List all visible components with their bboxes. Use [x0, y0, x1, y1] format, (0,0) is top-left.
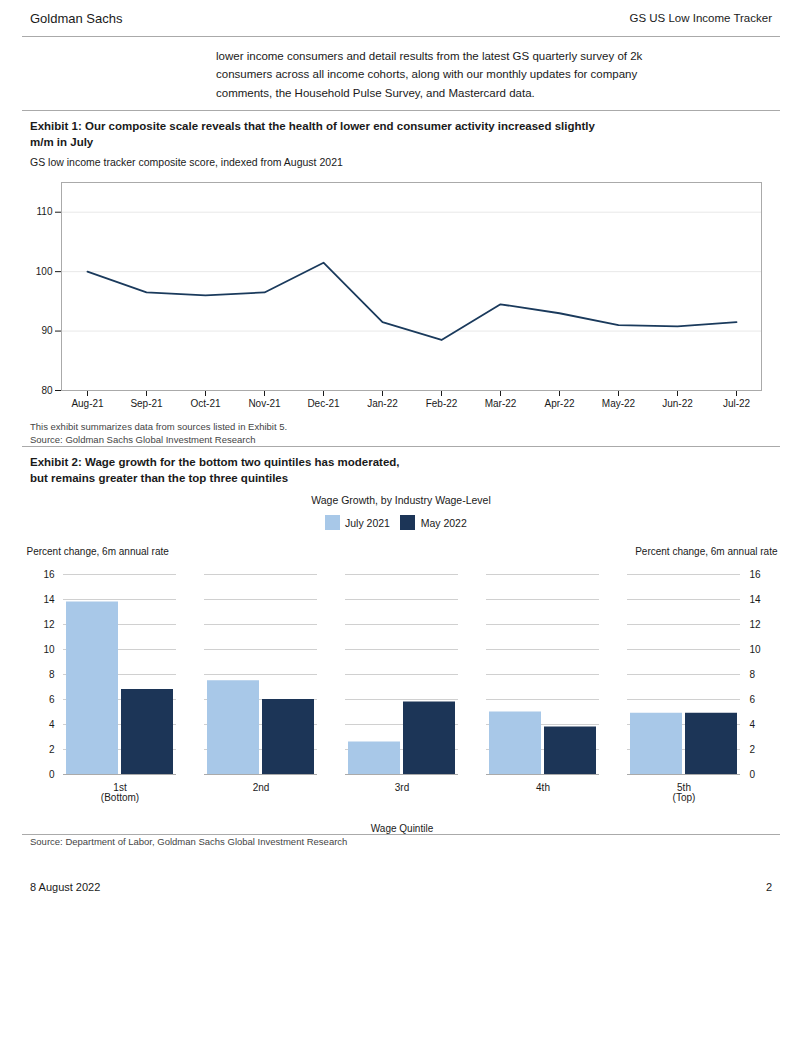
svg-text:Nov-21: Nov-21 [248, 398, 281, 409]
svg-text:12: 12 [750, 619, 762, 630]
svg-text:90: 90 [41, 325, 53, 336]
html-text:May 2022: May 2022 [420, 516, 467, 529]
svg-text:8: 8 [49, 669, 55, 680]
svg-text:Jun-22: Jun-22 [662, 398, 693, 409]
html-text:July 2021: July 2021 [345, 516, 390, 529]
svg-text:16: 16 [43, 569, 55, 580]
html-text:Source: Goldman Sachs Global I: Source: Goldman Sachs Global Investment … [30, 434, 256, 446]
svg-text:Mar-22: Mar-22 [485, 398, 517, 409]
svg-text:16: 16 [750, 569, 762, 580]
svg-text:2: 2 [49, 744, 55, 755]
html-text:This exhibit summarizes data f: This exhibit summarizes data from source… [30, 421, 288, 433]
html-text:Wage Growth, by Industry Wage-: Wage Growth, by Industry Wage-Level [311, 494, 491, 507]
svg-text:May-22: May-22 [602, 398, 636, 409]
svg-text:4: 4 [49, 719, 55, 730]
svg-text:0: 0 [750, 769, 756, 780]
svg-text:Wage Quintile: Wage Quintile [371, 823, 434, 834]
html-text:Exhibit 1: Our composite scale: Exhibit 1: Our composite scale reveals t… [30, 120, 595, 148]
svg-text:14: 14 [750, 594, 762, 605]
svg-text:6: 6 [750, 694, 756, 705]
svg-text:100: 100 [36, 266, 53, 277]
svg-text:Percent change, 6m annual rate: Percent change, 6m annual rate [635, 546, 778, 557]
svg-text:12: 12 [43, 619, 55, 630]
html-text:GS US Low Income Tracker: GS US Low Income Tracker [629, 12, 772, 24]
svg-text:2: 2 [750, 744, 756, 755]
html-text:GS low income tracker composit: GS low income tracker composite score, i… [30, 156, 343, 169]
svg-text:4th: 4th [536, 782, 550, 793]
svg-text:1st(Bottom): 1st(Bottom) [101, 782, 139, 803]
svg-text:5th(Top): 5th(Top) [673, 782, 696, 803]
svg-text:6: 6 [49, 694, 55, 705]
html-text:lower income consumers and det: lower income consumers and detail result… [216, 50, 643, 99]
svg-text:Percent change, 6m annual rate: Percent change, 6m annual rate [27, 546, 170, 557]
svg-text:Jul-22: Jul-22 [723, 398, 751, 409]
svg-text:Aug-21: Aug-21 [71, 398, 104, 409]
svg-text:4: 4 [750, 719, 756, 730]
svg-text:3rd: 3rd [395, 782, 409, 793]
svg-text:8: 8 [750, 669, 756, 680]
svg-text:Oct-21: Oct-21 [190, 398, 220, 409]
svg-text:80: 80 [41, 385, 53, 396]
svg-text:10: 10 [750, 644, 762, 655]
html-text:Goldman Sachs: Goldman Sachs [30, 10, 123, 26]
svg-text:2nd: 2nd [253, 782, 270, 793]
html-text:Exhibit 2: Wage growth for the: Exhibit 2: Wage growth for the bottom tw… [30, 456, 400, 484]
svg-text:10: 10 [43, 644, 55, 655]
svg-text:Jan-22: Jan-22 [367, 398, 398, 409]
svg-text:Sep-21: Sep-21 [130, 398, 163, 409]
svg-text:Apr-22: Apr-22 [544, 398, 574, 409]
svg-text:110: 110 [37, 207, 53, 218]
svg-text:Feb-22: Feb-22 [426, 398, 458, 409]
html-text:Source: Department of Labor, G: Source: Department of Labor, Goldman Sac… [30, 836, 348, 848]
svg-text:Dec-21: Dec-21 [307, 398, 340, 409]
html-text:8 August 2022: 8 August 2022 [30, 881, 101, 894]
svg-text:14: 14 [43, 594, 55, 605]
svg-text:0: 0 [49, 769, 55, 780]
html-text:2: 2 [765, 881, 772, 894]
